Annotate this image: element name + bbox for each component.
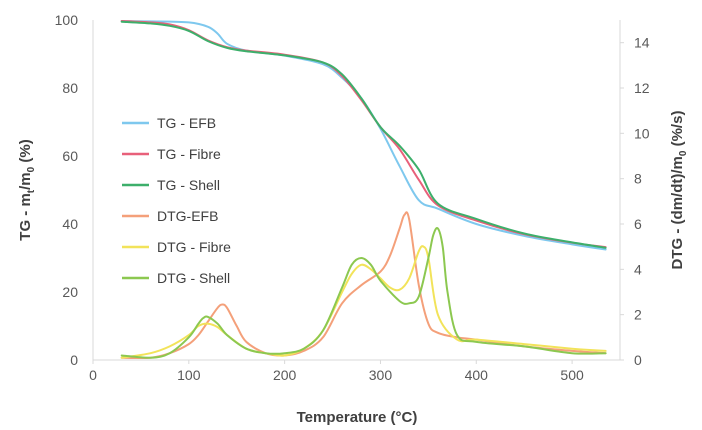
series-line-dtg-shell: [120, 227, 607, 359]
y-left-tick-label: 40: [62, 216, 78, 232]
x-tick-label: 300: [369, 367, 393, 383]
x-axis-title: Temperature (°C): [297, 409, 418, 426]
legend: TG - EFB TG - Fibre TG - Shell DTG-EFB DTG -…: [122, 115, 231, 286]
series-line-dtg-fibre: [120, 245, 607, 359]
y-axis-right-title: DTG - (dm/dt)/m0 (%/s): [669, 111, 689, 270]
x-tick-label: 500: [560, 367, 584, 383]
legend-label-tg-efb: TG - EFB: [157, 115, 216, 131]
series-line-tg-efb: [120, 20, 607, 251]
y-left-label-mid: /m: [17, 172, 34, 190]
y-left-tick-label: 20: [62, 284, 78, 300]
legend-label-dtg-shell: DTG - Shell: [157, 270, 230, 286]
y-left-label-prefix: TG - m: [17, 193, 34, 241]
y-right-label-sub: 0: [678, 150, 689, 156]
y-right-tick-label: 12: [634, 80, 650, 96]
y-left-label-sub2: 0: [26, 166, 37, 172]
y-left-tick-label: 60: [62, 148, 78, 164]
x-tick-label: 200: [273, 367, 297, 383]
legend-label-tg-shell: TG - Shell: [157, 177, 220, 193]
y-left-tick-label: 0: [70, 352, 78, 368]
y-right-tick-label: 4: [634, 261, 642, 277]
y-left-tick-label: 100: [55, 12, 79, 28]
axes-layer: 0 100 200 300 400 500 0 20 40 60 80 100 0 2 4 6 8 10 12 14: [55, 12, 650, 383]
y-right-label-suffix: (%/s): [669, 111, 686, 151]
legend-label-tg-fibre: TG - Fibre: [157, 146, 221, 162]
y-left-tick-label: 80: [62, 80, 78, 96]
y-right-tick-label: 6: [634, 216, 642, 232]
y-axis-left-title: TG - mt/m0 (%): [17, 139, 37, 240]
x-tick-label: 100: [177, 367, 201, 383]
series-line-tg-shell: [120, 20, 607, 249]
legend-label-dtg-efb: DTG-EFB: [157, 208, 218, 224]
y-right-label-prefix: DTG - (dm/dt)/m: [669, 156, 686, 269]
x-tick-label: 400: [465, 367, 489, 383]
y-right-tick-label: 14: [634, 35, 650, 51]
series-line-dtg-efb: [120, 211, 607, 360]
y-right-tick-label: 10: [634, 125, 650, 141]
y-right-tick-label: 0: [634, 352, 642, 368]
y-right-tick-label: 2: [634, 307, 642, 323]
x-tick-label: 0: [89, 367, 97, 383]
y-left-label-sub1: t: [26, 189, 37, 193]
legend-label-dtg-fibre: DTG - Fibre: [157, 239, 231, 255]
y-right-tick-label: 8: [634, 171, 642, 187]
y-left-label-suffix: (%): [17, 139, 34, 167]
series-layer: [120, 20, 607, 360]
